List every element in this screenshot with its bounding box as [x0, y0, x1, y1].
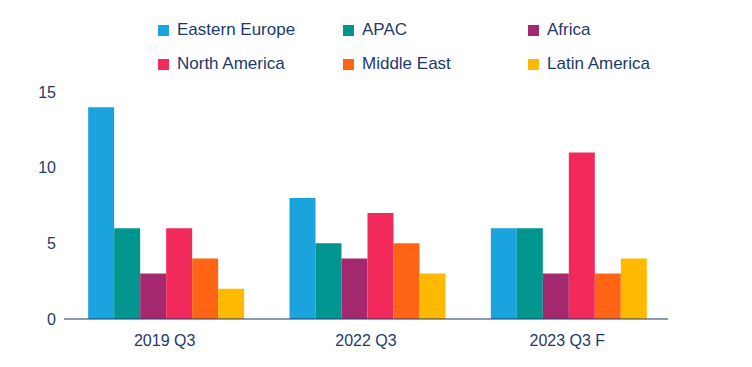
html-text:Middle East: Middle East: [362, 54, 451, 73]
svg-text:2019 Q3: 2019 Q3: [134, 332, 195, 349]
html-text:Africa: Africa: [547, 20, 591, 39]
svg-text:0: 0: [47, 311, 56, 328]
svg-text:5: 5: [47, 235, 56, 252]
svg-text:2023 Q3 F: 2023 Q3 F: [530, 332, 606, 349]
svg-text:2022 Q3: 2022 Q3: [335, 332, 396, 349]
html-text:APAC: APAC: [362, 20, 407, 39]
svg-text:10: 10: [38, 159, 56, 176]
html-text:Eastern Europe: Eastern Europe: [177, 20, 296, 39]
svg-text:15: 15: [38, 84, 56, 101]
html-text:North America: North America: [177, 54, 285, 73]
html-text:Latin America: Latin America: [547, 54, 650, 73]
